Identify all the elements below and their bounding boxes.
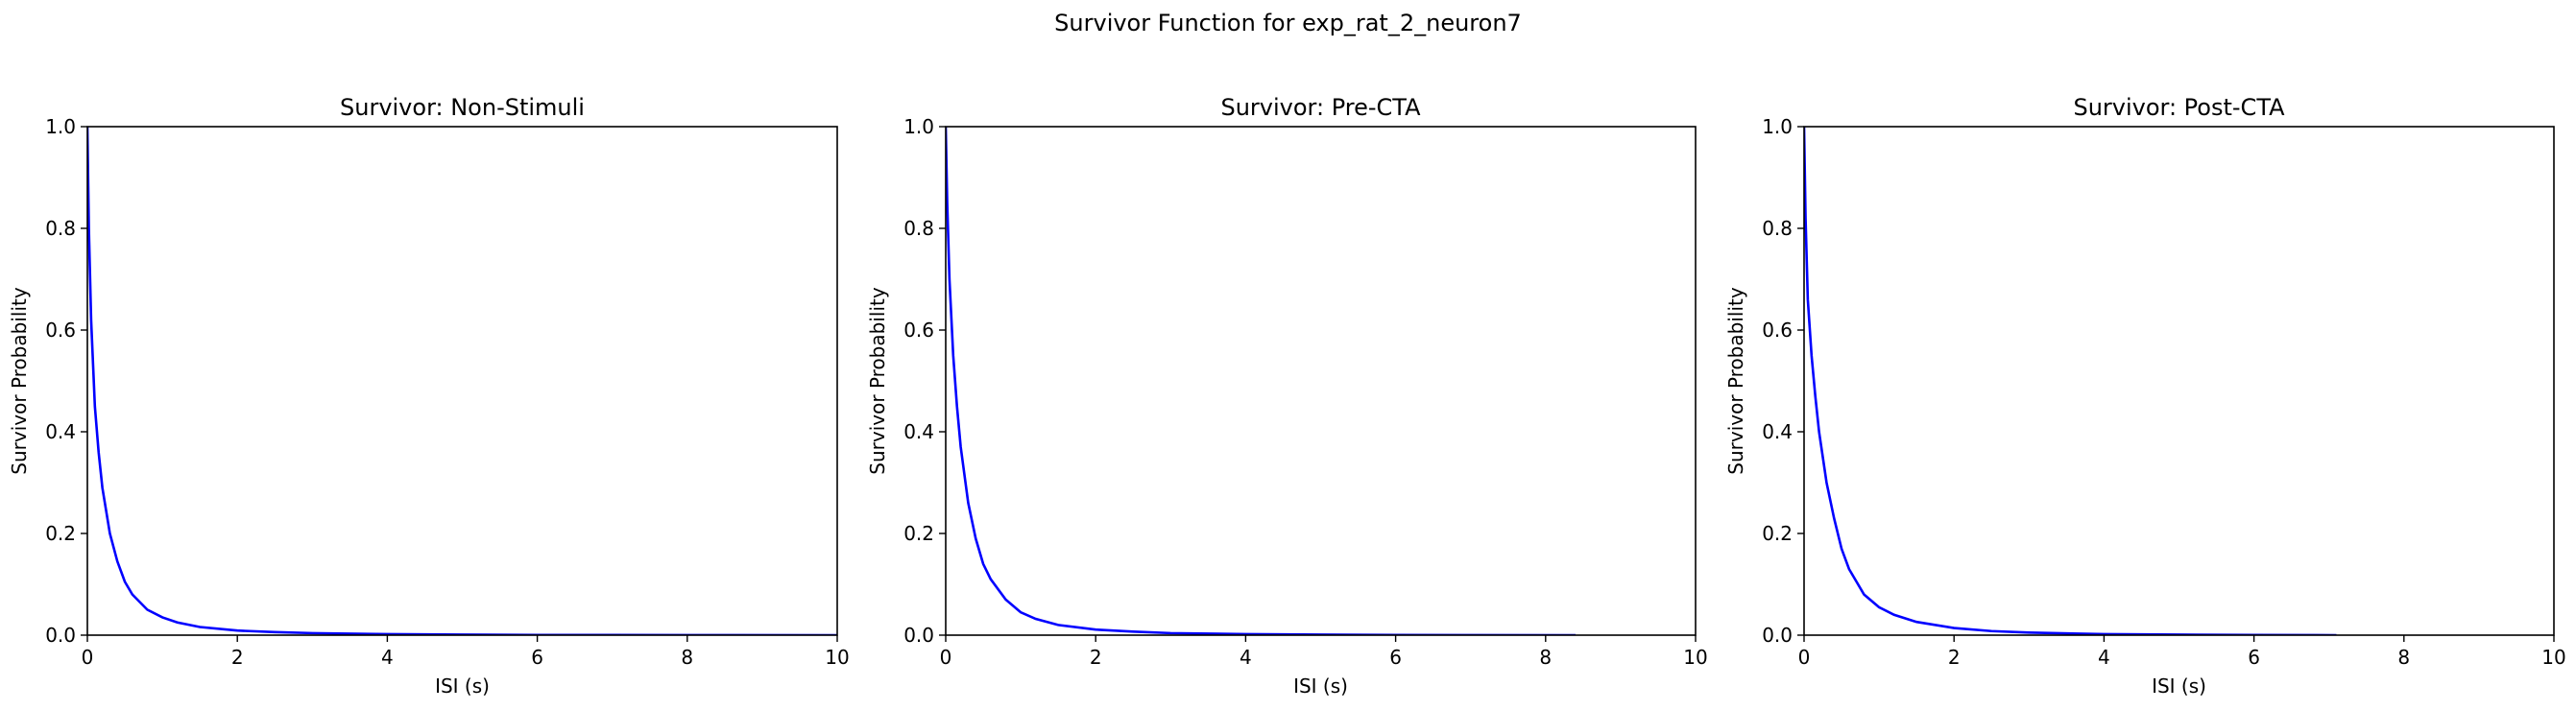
x-tick-label: 6 xyxy=(1389,646,1402,669)
survivor-curve xyxy=(946,127,1577,635)
x-tick-label: 2 xyxy=(1948,646,1961,669)
y-tick-label: 0.8 xyxy=(903,217,934,240)
y-tick-label: 0.2 xyxy=(45,522,76,545)
x-axis-label: ISI (s) xyxy=(1293,674,1348,698)
x-tick-label: 2 xyxy=(1090,646,1102,669)
x-tick-label: 4 xyxy=(1240,646,1252,669)
y-tick-label: 0.4 xyxy=(45,420,76,443)
y-tick-label: 0.2 xyxy=(1762,522,1793,545)
y-tick-label: 0.8 xyxy=(45,217,76,240)
figure-title: Survivor Function for exp_rat_2_neuron7 xyxy=(1054,10,1522,36)
axes-frame xyxy=(86,126,838,636)
y-tick-label: 0.0 xyxy=(1762,624,1793,647)
x-tick-label: 4 xyxy=(2098,646,2110,669)
survivor-curve xyxy=(87,127,837,635)
y-tick-label: 1.0 xyxy=(45,115,76,138)
axes-frame xyxy=(945,126,1697,636)
y-tick-label: 1.0 xyxy=(903,115,934,138)
x-tick-label: 8 xyxy=(681,646,693,669)
y-tick-label: 0.0 xyxy=(45,624,76,647)
y-tick-label: 0.2 xyxy=(903,522,934,545)
y-tick-label: 0.6 xyxy=(903,319,934,342)
x-tick-label: 8 xyxy=(1539,646,1552,669)
subplot-2: Survivor: Pre-CTA 0 2 4 6 8 10 0.0 0.2 0.4 0.6 0.8 1… xyxy=(866,94,1708,698)
x-axis-label: ISI (s) xyxy=(435,674,490,698)
subplot-3: Survivor: Post-CTA 0 2 4 6 8 10 0.0 0.2 0.4 0.6 0.8… xyxy=(1724,94,2566,698)
x-tick-label: 0 xyxy=(82,646,94,669)
y-axis-label: Survivor Probability xyxy=(1724,287,1747,475)
y-tick-label: 1.0 xyxy=(1762,115,1793,138)
subplot-title: Survivor: Pre-CTA xyxy=(1220,94,1421,121)
y-tick-label: 0.4 xyxy=(1762,420,1793,443)
x-tick-label: 0 xyxy=(940,646,952,669)
axes-frame xyxy=(1803,126,2555,636)
subplot-title: Survivor: Post-CTA xyxy=(2073,94,2285,121)
x-tick-label: 2 xyxy=(231,646,244,669)
y-axis-label: Survivor Probability xyxy=(866,287,889,475)
x-tick-label: 6 xyxy=(531,646,543,669)
x-tick-label: 8 xyxy=(2397,646,2410,669)
subplot-1: Survivor: Non-Stimuli 0 2 4 6 8 10 0.0 0.2 0.4 0.6… xyxy=(8,94,850,698)
x-tick-label: 10 xyxy=(825,646,849,669)
x-tick-label: 10 xyxy=(2541,646,2565,669)
x-axis-label: ISI (s) xyxy=(2152,674,2206,698)
x-tick-label: 6 xyxy=(2248,646,2260,669)
survivor-curve xyxy=(1804,127,2337,635)
x-tick-label: 0 xyxy=(1798,646,1811,669)
y-tick-label: 0.4 xyxy=(903,420,934,443)
subplot-title: Survivor: Non-Stimuli xyxy=(340,94,585,121)
x-tick-label: 10 xyxy=(1683,646,1707,669)
y-tick-label: 0.6 xyxy=(45,319,76,342)
y-tick-label: 0.8 xyxy=(1762,217,1793,240)
y-axis-label: Survivor Probability xyxy=(8,287,31,475)
y-tick-label: 0.0 xyxy=(903,624,934,647)
x-tick-label: 4 xyxy=(381,646,394,669)
y-tick-label: 0.6 xyxy=(1762,319,1793,342)
